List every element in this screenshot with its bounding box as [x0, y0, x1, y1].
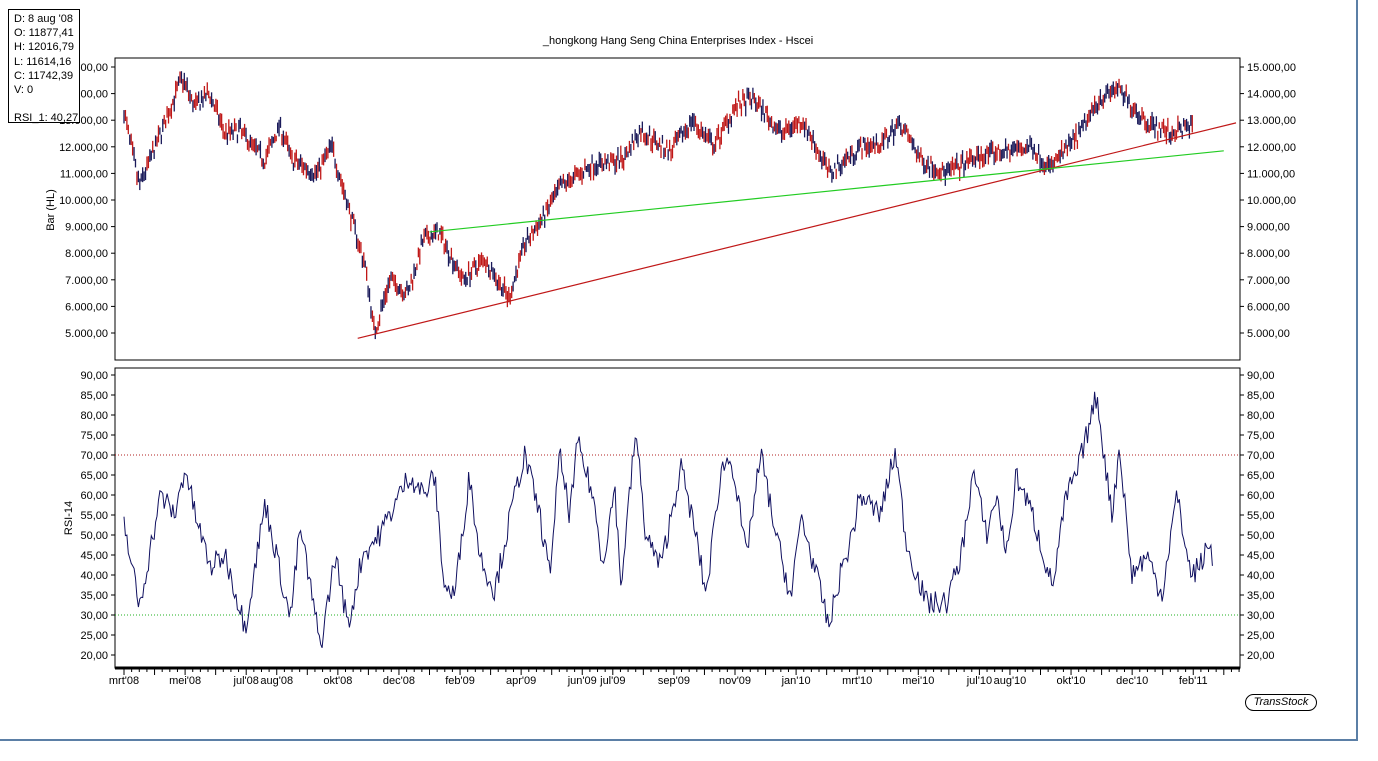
price-ytick-label-left: 8.000,00	[65, 248, 108, 260]
x-tick-label: apr'09	[506, 675, 536, 687]
price-ytick-label-right: 10.000,00	[1247, 195, 1296, 207]
rsi-ytick-label-left: 65,00	[80, 470, 108, 482]
info-volume: V: 0	[14, 84, 34, 97]
rsi-ytick-label-right: 35,00	[1247, 590, 1275, 602]
rsi-ytick-label-left: 85,00	[80, 390, 108, 402]
rsi-ytick-label-left: 60,00	[80, 490, 108, 502]
x-tick-label: jul'08	[233, 675, 259, 687]
trendline-green	[429, 150, 1224, 233]
info-low: L: 11614,16	[14, 55, 72, 68]
rsi-ytick-label-left: 20,00	[80, 650, 108, 662]
price-ytick-label-left: 11.000,00	[60, 168, 108, 180]
ohlc-info-box: D: 8 aug '08 O: 11877,41 H: 12016,79 L: …	[8, 9, 80, 125]
x-tick-label: feb'09	[445, 675, 475, 687]
price-ytick-label-left: 6.000,00	[65, 301, 108, 313]
rsi-ytick-label-right: 20,00	[1247, 650, 1275, 662]
x-tick-label: mei'08	[169, 675, 201, 687]
rsi-ytick-label-right: 70,00	[1247, 450, 1275, 462]
x-tick-label: aug'10	[994, 675, 1027, 687]
price-ytick-label-right: 12.000,00	[1247, 142, 1296, 154]
x-tick-label: jun'09	[567, 675, 597, 687]
info-open: O: 11877,41	[14, 27, 74, 40]
price-ytick-label-right: 13.000,00	[1247, 115, 1296, 127]
x-tick-label: okt'10	[1057, 675, 1086, 687]
x-tick-label: okt'08	[323, 675, 352, 687]
info-close: C: 11742,39	[14, 69, 74, 82]
transstock-logo[interactable]: TransStock	[1245, 694, 1317, 711]
price-panel	[114, 57, 1241, 361]
x-tick-label: mei'10	[902, 675, 934, 687]
rsi-ytick-label-right: 60,00	[1247, 490, 1275, 502]
price-ytick-label-left: 10.000,00	[59, 195, 108, 207]
price-ytick-label-left: 12.000,00	[59, 142, 108, 154]
x-tick-label: jul'09	[599, 675, 625, 687]
price-ytick-label-right: 6.000,00	[1247, 301, 1290, 313]
price-ytick-label-left: 7.000,00	[65, 275, 108, 287]
price-ytick-label-left: 5.000,00	[65, 328, 108, 340]
rsi-ytick-label-left: 45,00	[80, 550, 108, 562]
x-tick-label: jan'10	[781, 675, 811, 687]
price-ytick-label-right: 11.000,00	[1247, 168, 1295, 180]
rsi-ytick-label-right: 45,00	[1247, 550, 1275, 562]
chart-title: _hongkong Hang Seng China Enterprises In…	[542, 35, 813, 47]
x-tick-label: dec'08	[383, 675, 415, 687]
window-frame	[0, 0, 1358, 741]
info-rsi: RSI_1: 40,27	[14, 112, 79, 125]
rsi-ytick-label-right: 50,00	[1247, 530, 1275, 542]
rsi-ytick-label-left: 75,00	[80, 430, 108, 442]
x-tick-label: mrt'08	[109, 675, 139, 687]
x-tick-label: mrt'10	[842, 675, 872, 687]
info-high: H: 12016,79	[14, 41, 74, 54]
price-ytick-label-right: 7.000,00	[1247, 275, 1290, 287]
rsi-ytick-label-right: 65,00	[1247, 470, 1275, 482]
rsi-ytick-label-left: 50,00	[80, 530, 108, 542]
price-ytick-label-right: 8.000,00	[1247, 248, 1290, 260]
rsi-ytick-label-left: 80,00	[80, 410, 108, 422]
info-date: D: 8 aug '08	[14, 13, 73, 25]
price-ytick-label-right: 5.000,00	[1247, 328, 1290, 340]
rsi-ytick-label-left: 30,00	[80, 610, 108, 622]
rsi-ytick-label-left: 55,00	[80, 510, 108, 522]
rsi-ytick-label-left: 25,00	[80, 630, 108, 642]
rsi-ytick-label-left: 35,00	[80, 590, 108, 602]
x-tick-label: nov'09	[719, 675, 751, 687]
x-tick-label: feb'11	[1179, 675, 1208, 687]
rsi-ytick-label-right: 55,00	[1247, 510, 1275, 522]
rsi-ytick-label-right: 80,00	[1247, 410, 1275, 422]
rsi-ytick-label-left: 40,00	[80, 570, 108, 582]
rsi-ytick-label-right: 25,00	[1247, 630, 1275, 642]
x-tick-label: jul'10	[966, 675, 992, 687]
price-ytick-label-right: 15.000,00	[1247, 62, 1296, 74]
rsi-ytick-label-left: 70,00	[80, 450, 108, 462]
price-ytick-label-left: 9.000,00	[65, 222, 108, 234]
x-tick-label: sep'09	[658, 675, 690, 687]
rsi-ytick-label-right: 40,00	[1247, 570, 1275, 582]
rsi-ytick-label-left: 90,00	[80, 370, 108, 382]
x-tick-label: aug'08	[260, 675, 293, 687]
rsi-ytick-label-right: 90,00	[1247, 370, 1275, 382]
price-ylabel: Bar (HL)	[45, 189, 57, 231]
rsi-ytick-label-right: 85,00	[1247, 390, 1275, 402]
trendline-red	[357, 122, 1237, 339]
x-tick-label: dec'10	[1116, 675, 1148, 687]
rsi-ylabel: RSI-14	[63, 501, 75, 535]
price-ytick-label-right: 9.000,00	[1247, 222, 1290, 234]
rsi-ytick-label-right: 75,00	[1247, 430, 1275, 442]
rsi-ytick-label-right: 30,00	[1247, 610, 1275, 622]
price-ytick-label-right: 14.000,00	[1247, 89, 1296, 101]
rsi-line	[123, 391, 1213, 648]
